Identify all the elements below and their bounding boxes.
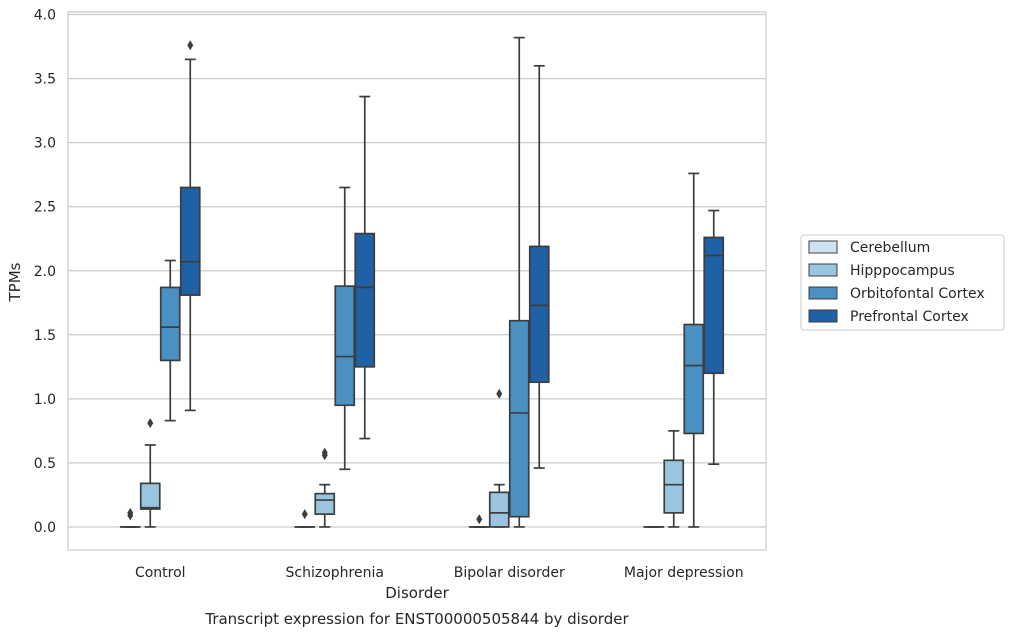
x-axis-label: Disorder [385,584,449,602]
legend-swatch [808,309,838,323]
legend-swatch [808,286,838,300]
legend-label: Hipppocampus [850,263,955,279]
y-tick-label: 2.5 [34,200,56,216]
outlier-point [301,509,308,520]
box-hipppocampus [663,430,685,528]
box-prefrontal-cortex [528,64,550,469]
box-iqr [314,492,336,515]
x-tick-labels: Control Schizophrenia Bipolar disorder Majo… [135,565,744,581]
box-orbitofontal-cortex [683,172,705,528]
legend-label: Cerebellum [850,240,930,256]
outlier-point [187,40,194,51]
box-iqr [663,459,685,514]
box-iqr [334,285,356,407]
x-tick-label: Bipolar disorder [454,565,565,581]
x-tick-label: Major depression [624,565,744,581]
legend-swatch [808,263,838,277]
box-cerebellum [468,514,490,528]
box-hipppocampus [139,418,161,528]
box-iqr [703,236,725,375]
x-tick-label: Schizophrenia [286,565,384,581]
y-tick-label: 3.5 [34,72,56,88]
box-orbitofontal-cortex [334,186,356,471]
box-cerebellum [294,509,316,528]
outlier-point [147,418,154,429]
legend-frame [800,234,1005,331]
box-iqr [528,245,550,384]
box-iqr [354,232,376,368]
y-axis-label: TPMs [6,262,24,302]
box-iqr [508,319,530,518]
box-cerebellum [119,507,141,528]
y-tick-labels: 0.0 0.5 1.0 1.5 2.0 2.5 3.0 3.5 4.0 [34,8,56,536]
box-prefrontal-cortex [179,40,201,412]
box-iqr [179,186,201,296]
y-tick-label: 4.0 [34,8,56,24]
chart-caption: Transcript expression for ENST0000050584… [205,610,629,628]
y-tick-label: 1.5 [34,328,56,344]
outlier-point [476,514,483,525]
box-orbitofontal-cortex [508,36,530,528]
y-tick-label: 0.5 [34,456,56,472]
box-orbitofontal-cortex [159,259,181,422]
plot-frame [67,11,767,551]
boxes [119,36,725,528]
y-tick-label: 3.0 [34,136,56,152]
box-iqr [159,286,181,362]
legend-label: Orbitofontal Cortex [850,286,985,302]
box-prefrontal-cortex [354,95,376,440]
legend: Cerebellum Hipppocampus Orbitofontal Corte… [800,234,1005,331]
box-iqr [488,491,510,528]
outlier-point [321,447,328,458]
y-tick-label: 2.0 [34,264,56,280]
legend-swatch [808,240,838,254]
outlier-point [127,507,134,518]
box-hipppocampus [314,447,336,528]
box-iqr [683,323,705,435]
y-tick-label: 1.0 [34,392,56,408]
gridlines [68,13,766,528]
y-tick-label: 0.0 [34,520,56,536]
box-prefrontal-cortex [703,209,725,466]
outlier-point [496,388,503,399]
box-iqr [139,482,161,510]
x-tick-label: Control [135,565,186,581]
box-hipppocampus [488,388,510,528]
legend-label: Prefrontal Cortex [850,309,969,325]
